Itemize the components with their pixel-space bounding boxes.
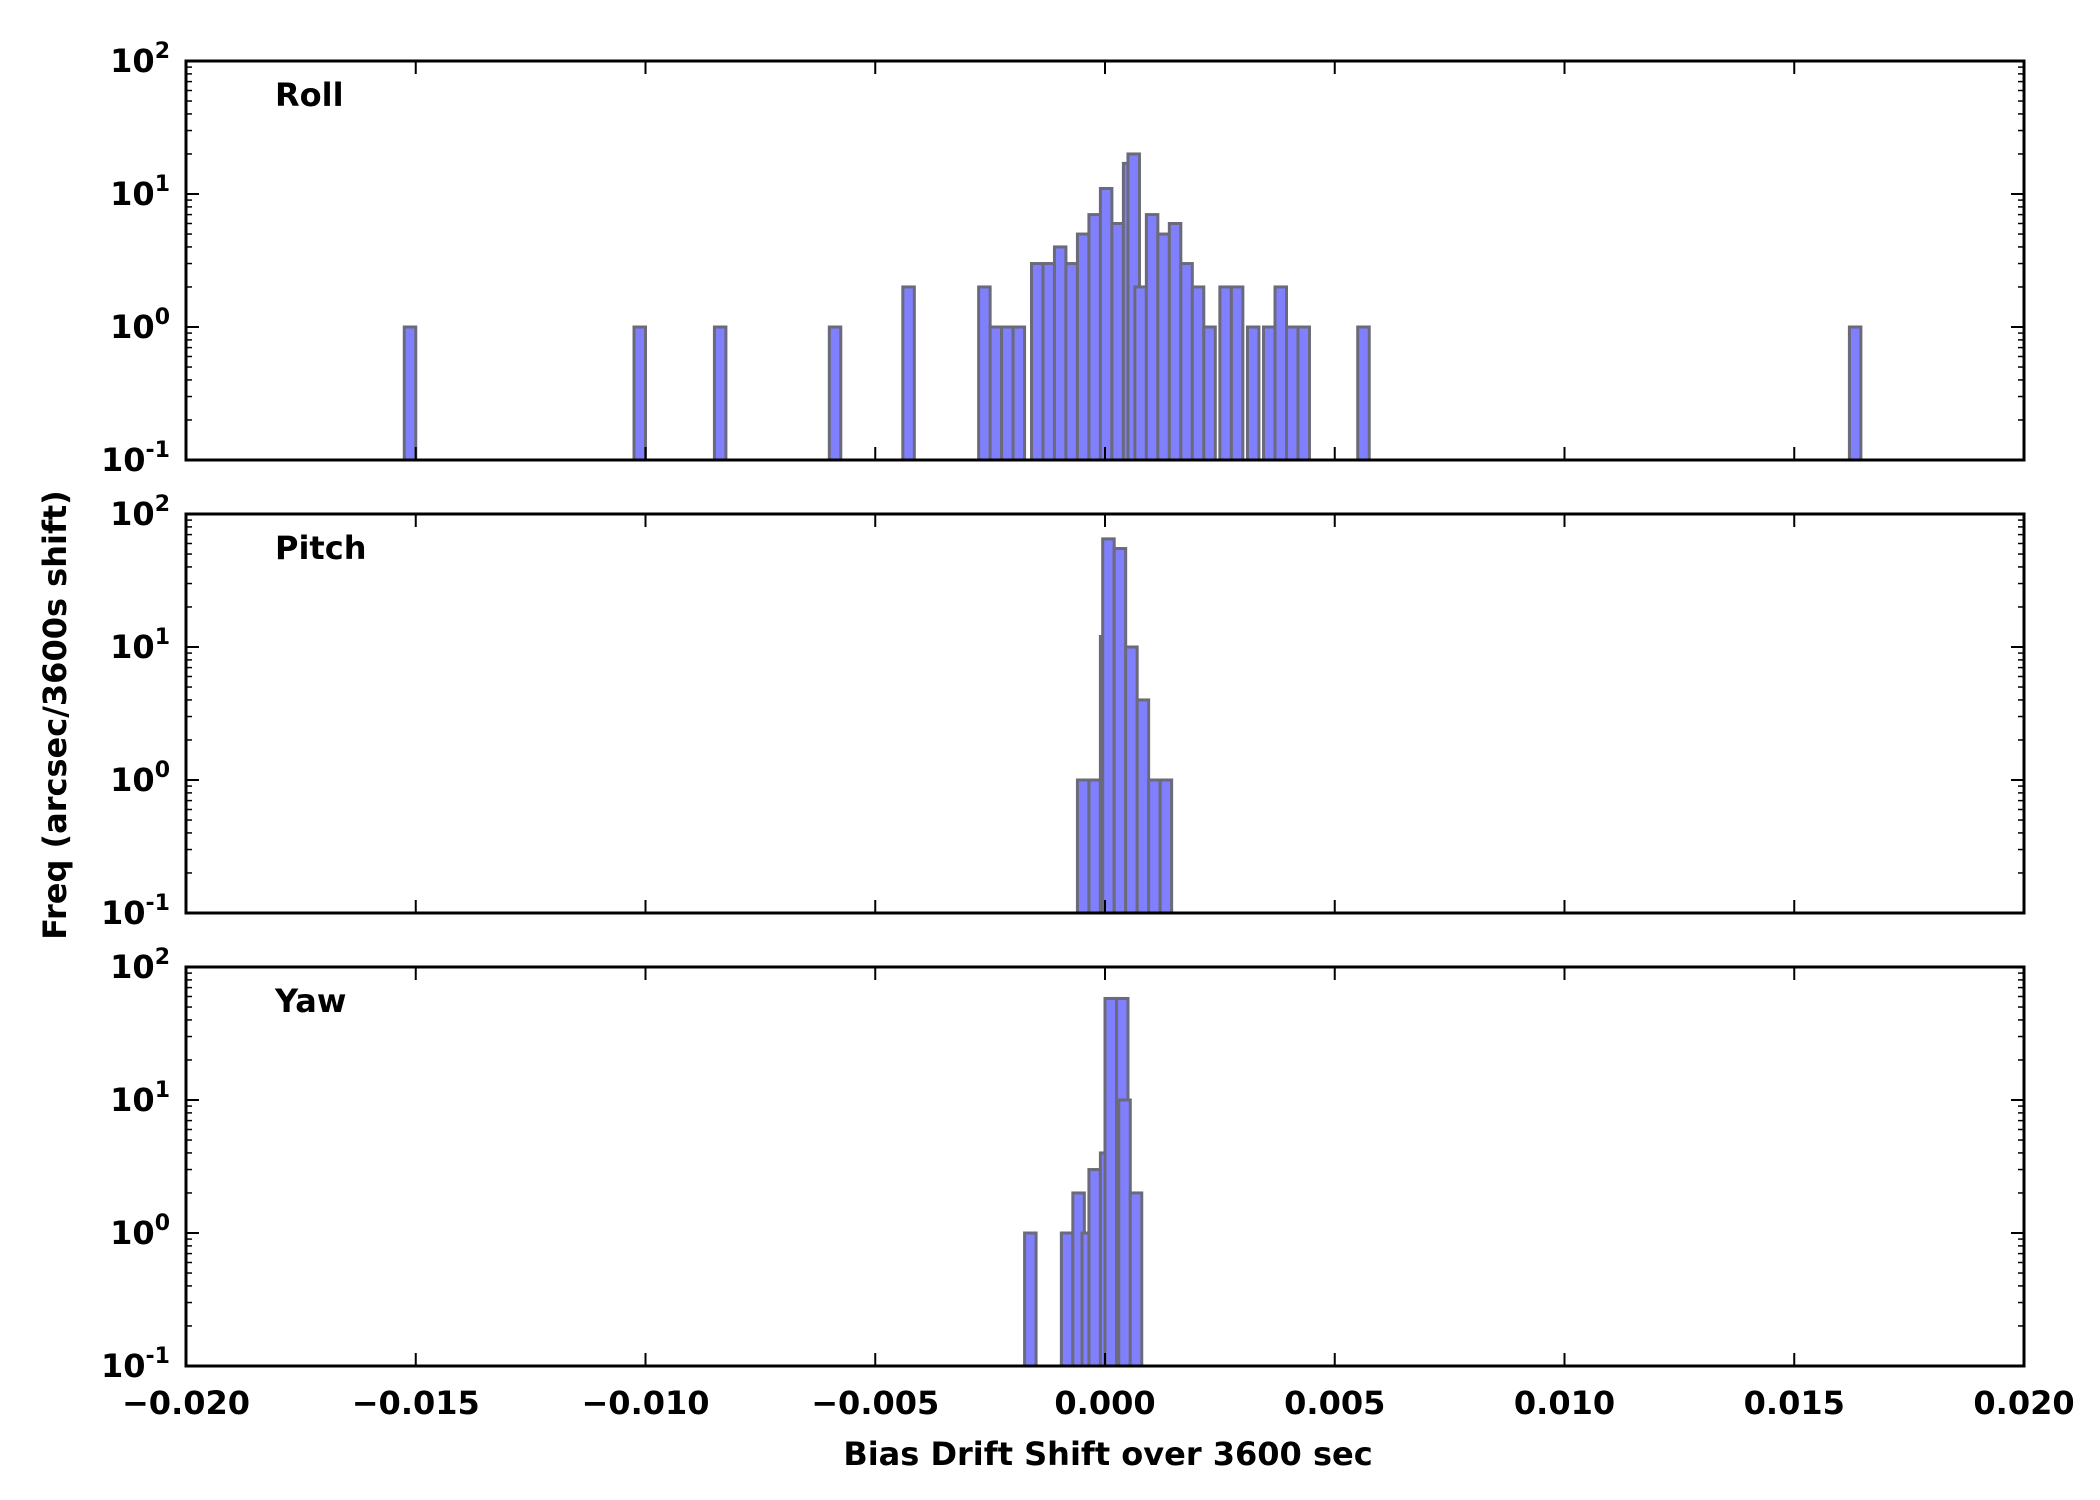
plot-frame bbox=[184, 59, 2026, 462]
y-tick-label: 101 bbox=[110, 172, 170, 213]
bar bbox=[1847, 325, 1863, 462]
bar bbox=[1000, 325, 1015, 462]
bar bbox=[1023, 1231, 1038, 1368]
bar bbox=[1029, 262, 1045, 462]
bar bbox=[1059, 1231, 1075, 1368]
panel-pitch: 10-1 100 101 102 Pitch bbox=[101, 492, 2026, 932]
y-tick-label: 102 bbox=[110, 492, 170, 533]
bar bbox=[402, 325, 418, 462]
x-tick-label: 0.010 bbox=[1514, 1384, 1615, 1422]
bar bbox=[1101, 537, 1116, 915]
panel-yaw: 10-1 100 101 102 −0.020 −0.015 −0.010 −0.005 0.0… bbox=[101, 945, 2075, 1422]
bar bbox=[1112, 547, 1128, 915]
bar bbox=[988, 325, 1004, 462]
bar bbox=[1098, 186, 1114, 462]
bar bbox=[1103, 996, 1118, 1368]
y-axis-label: Freq (arcsec/3600s shift) bbox=[36, 490, 74, 940]
bar bbox=[1041, 262, 1056, 462]
bar bbox=[1296, 325, 1311, 462]
bar bbox=[1110, 222, 1125, 462]
y-tick-label: 10-1 bbox=[101, 891, 170, 932]
x-tick-label: −0.020 bbox=[122, 1384, 250, 1422]
bar bbox=[1158, 778, 1174, 915]
bar bbox=[1087, 213, 1102, 462]
plot-frame bbox=[184, 965, 2026, 1368]
bar bbox=[1262, 325, 1277, 462]
bar bbox=[1147, 778, 1162, 915]
bar bbox=[1124, 645, 1139, 915]
bar bbox=[827, 325, 843, 462]
bar bbox=[1064, 262, 1079, 462]
bar bbox=[1087, 778, 1102, 915]
y-tick-label: 10-1 bbox=[101, 438, 170, 479]
panel-label-pitch: Pitch bbox=[275, 529, 366, 567]
x-tick-label: −0.005 bbox=[811, 1384, 939, 1422]
x-tick-label: 0.005 bbox=[1284, 1384, 1385, 1422]
bar bbox=[1087, 1168, 1102, 1368]
y-tick-label: 100 bbox=[110, 758, 170, 799]
bar bbox=[1011, 325, 1027, 462]
y-tick-label: 102 bbox=[110, 39, 170, 80]
bar bbox=[1156, 232, 1171, 462]
bar bbox=[1133, 285, 1148, 462]
x-tick-label: −0.015 bbox=[352, 1384, 480, 1422]
y-tick-label: 10-1 bbox=[101, 1344, 170, 1385]
bar bbox=[1218, 285, 1233, 462]
y-tick-label: 101 bbox=[110, 625, 170, 666]
bar bbox=[1356, 325, 1371, 462]
bar bbox=[1179, 262, 1194, 462]
y-tick-label: 101 bbox=[110, 1078, 170, 1119]
bar bbox=[1167, 222, 1183, 462]
bar bbox=[1075, 778, 1091, 915]
y-tick-label: 102 bbox=[110, 945, 170, 986]
bar bbox=[1245, 325, 1261, 462]
y-tick-label: 100 bbox=[110, 1211, 170, 1252]
bar bbox=[1273, 285, 1289, 462]
bar bbox=[1075, 232, 1091, 462]
bar bbox=[1285, 325, 1300, 462]
x-tick-label: 0.000 bbox=[1054, 1384, 1155, 1422]
bar bbox=[712, 325, 728, 462]
bar bbox=[1190, 285, 1206, 462]
x-axis-label: Bias Drift Shift over 3600 sec bbox=[843, 1435, 1372, 1473]
bar bbox=[1229, 285, 1245, 462]
bar bbox=[1128, 1191, 1144, 1368]
panel-label-yaw: Yaw bbox=[274, 982, 346, 1020]
bar bbox=[632, 325, 648, 462]
x-tick-label: −0.010 bbox=[581, 1384, 709, 1422]
x-tick-label: 0.015 bbox=[1744, 1384, 1845, 1422]
bar bbox=[1144, 213, 1160, 462]
bar bbox=[901, 285, 916, 462]
bar bbox=[1202, 325, 1217, 462]
panel-roll: 10-1 100 101 102 Roll bbox=[101, 39, 2026, 479]
bar bbox=[1052, 245, 1068, 462]
x-tick-label: 0.020 bbox=[1973, 1384, 2074, 1422]
bar bbox=[1117, 1098, 1132, 1368]
bar bbox=[977, 285, 992, 462]
bar bbox=[1135, 698, 1151, 915]
y-tick-label: 100 bbox=[110, 305, 170, 346]
panel-label-roll: Roll bbox=[275, 76, 344, 114]
plot-frame bbox=[184, 512, 2026, 915]
panels-group: 10-1100101102Roll10-1100101102Pitch10-11… bbox=[101, 39, 2075, 1422]
